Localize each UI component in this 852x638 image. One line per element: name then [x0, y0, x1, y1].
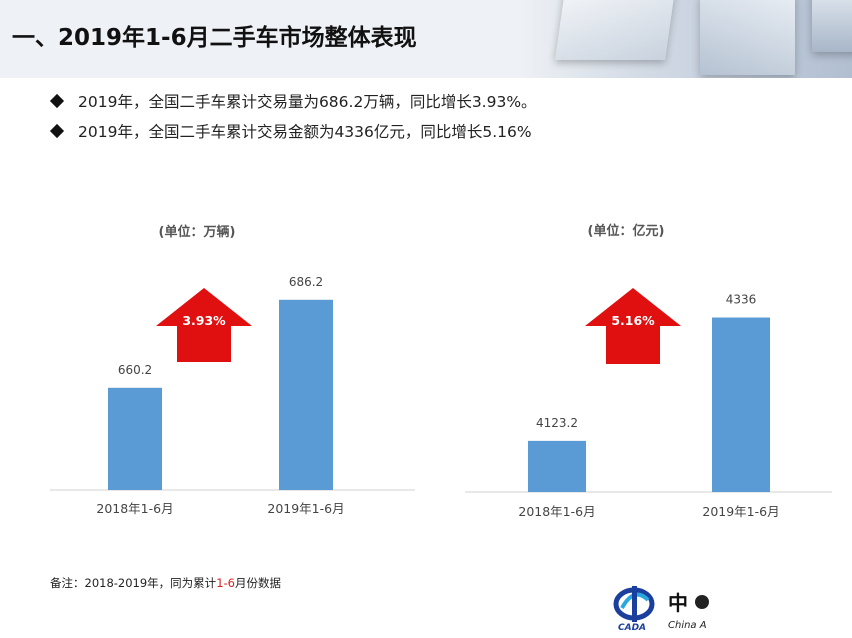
bullet-item: 2019年，全国二手车累计交易金额为4336亿元，同比增长5.16%	[49, 116, 537, 146]
data-label: 660.2	[118, 363, 152, 377]
logo-abbr: CADA	[618, 623, 646, 633]
category-label: 2019年1-6月	[702, 504, 779, 519]
decor-cube	[812, 0, 852, 52]
chart-title: (单位：万辆)	[159, 224, 236, 240]
footnote-suffix: 月份数据	[234, 576, 281, 590]
category-label: 2018年1-6月	[518, 504, 595, 519]
bullet-item: 2019年，全国二手车累计交易量为686.2万辆，同比增长3.93%。	[49, 86, 537, 116]
diamond-bullet-icon	[49, 123, 65, 139]
chart-title: (单位：亿元)	[588, 223, 665, 239]
growth-label: 5.16%	[611, 313, 655, 328]
cada-logo-icon: CADA 中 China A	[613, 586, 709, 633]
bar	[712, 317, 770, 492]
growth-arrow-icon	[156, 288, 252, 362]
growth-label: 3.93%	[182, 313, 226, 328]
footnote-highlight: 1-6	[216, 576, 235, 590]
page-title: 一、2019年1-6月二手车市场整体表现	[12, 25, 417, 51]
data-label: 686.2	[289, 275, 323, 289]
footnote: 备注：2018-2019年，同为累计1-6月份数据	[50, 575, 281, 591]
bar	[108, 387, 162, 490]
data-label: 4123.2	[536, 416, 578, 430]
footnote-prefix: 备注：2018-2019年，同为累计	[50, 576, 217, 590]
logo-en: China A	[668, 620, 707, 631]
bar	[279, 299, 333, 490]
diamond-bullet-icon	[49, 93, 65, 109]
category-label: 2018年1-6月	[96, 501, 173, 516]
bullet-list: 2019年，全国二手车累计交易量为686.2万辆，同比增长3.93%。 2019…	[49, 86, 537, 146]
data-label: 4336	[726, 293, 757, 307]
bar	[528, 440, 586, 492]
bullet-text: 2019年，全国二手车累计交易量为686.2万辆，同比增长3.93%。	[78, 93, 537, 111]
cada-logo: CADA 中 China A	[612, 578, 732, 633]
logo-cn: 中	[668, 591, 688, 615]
decor-cube	[700, 0, 795, 75]
header-banner: 一、2019年1-6月二手车市场整体表现	[0, 0, 852, 78]
bullet-text: 2019年，全国二手车累计交易金额为4336亿元，同比增长5.16%	[78, 123, 532, 141]
decor-cube	[555, 0, 675, 60]
growth-arrow-icon	[585, 288, 681, 364]
category-label: 2019年1-6月	[267, 501, 344, 516]
